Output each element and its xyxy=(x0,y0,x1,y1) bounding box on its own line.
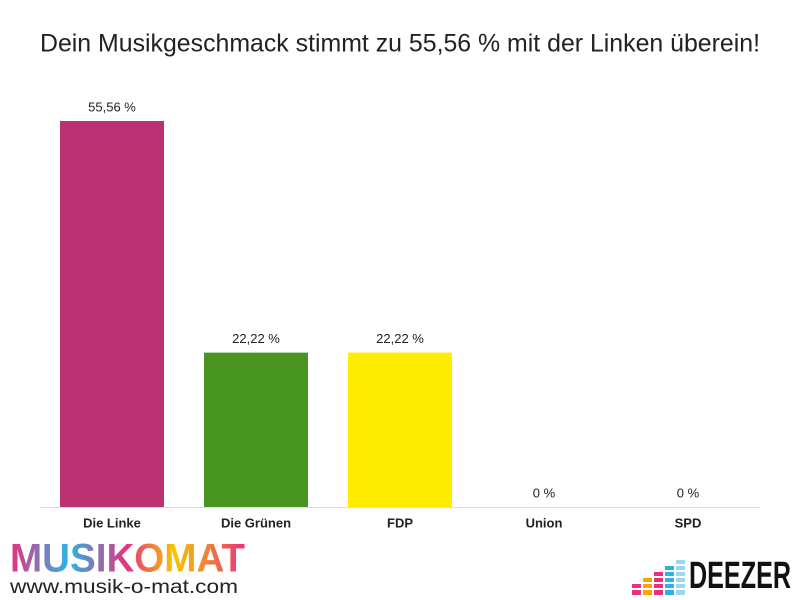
value-label: 22,22 % xyxy=(376,331,424,346)
x-tick-label: SPD xyxy=(675,515,702,530)
bar xyxy=(348,352,452,507)
x-tick-label: Die Grünen xyxy=(221,515,291,530)
x-tick-label: FDP xyxy=(387,515,413,530)
partner-icon xyxy=(632,560,685,595)
brand-logo: MUSIKOMAT xyxy=(10,537,245,581)
value-label: 0 % xyxy=(533,485,556,500)
value-label: 0 % xyxy=(677,485,700,500)
brand-url: www.musik-o-mat.com xyxy=(9,577,238,598)
partner-logo: DEEZER xyxy=(689,555,791,597)
value-label: 55,56 % xyxy=(88,99,136,114)
x-tick-label: Die Linke xyxy=(83,515,141,530)
chart-title: Dein Musikgeschmack stimmt zu 55,56 % mi… xyxy=(40,30,760,58)
x-tick-label: Union xyxy=(526,515,563,530)
bar xyxy=(60,121,164,507)
value-label: 22,22 % xyxy=(232,331,280,346)
bar xyxy=(204,352,308,507)
